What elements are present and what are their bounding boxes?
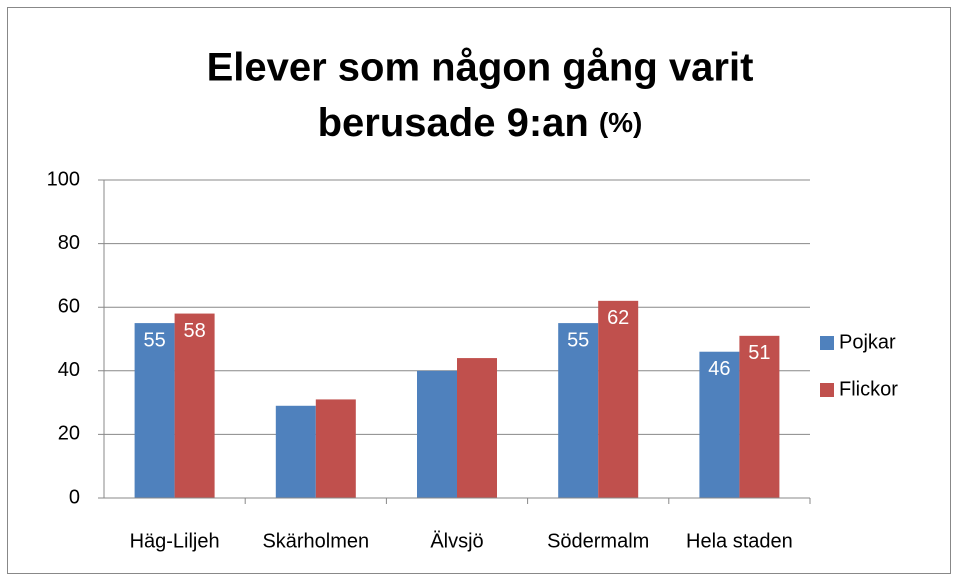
bar <box>699 351 740 498</box>
data-label: 55 <box>143 329 165 351</box>
x-tick-label: Häg-Liljeh <box>130 530 220 552</box>
bar <box>558 323 599 498</box>
data-label: 62 <box>607 307 629 329</box>
bar <box>275 405 316 498</box>
y-tick-label: 60 <box>58 295 80 317</box>
x-tick-label: Skärholmen <box>262 530 369 552</box>
data-label: 55 <box>567 329 589 351</box>
data-label: 51 <box>748 342 770 364</box>
bar <box>598 300 639 498</box>
y-tick-label: 0 <box>69 486 80 508</box>
data-label: 58 <box>183 320 205 342</box>
bar <box>417 370 457 498</box>
chart-title-line: Elever som någon gång varit <box>207 46 754 90</box>
bar <box>457 358 497 498</box>
legend-swatch <box>820 336 834 350</box>
legend-swatch <box>820 383 834 397</box>
bar <box>739 335 780 498</box>
x-tick-label: Hela staden <box>686 530 793 552</box>
y-tick-label: 20 <box>58 423 80 445</box>
y-tick-label: 100 <box>47 168 80 190</box>
legend-label: Pojkar <box>839 331 896 353</box>
chart-title: berusade 9:an (%) <box>318 101 643 145</box>
y-tick-label: 80 <box>58 232 80 254</box>
data-label: 46 <box>708 358 730 380</box>
bar <box>174 313 215 498</box>
chart-title-unit: (%) <box>599 107 643 138</box>
x-tick-label: Älvsjö <box>430 530 483 552</box>
x-tick-label: Södermalm <box>547 530 649 552</box>
chart-title-line: berusade 9:an <box>318 101 589 145</box>
bar <box>315 399 356 498</box>
y-tick-label: 40 <box>58 359 80 381</box>
bar <box>134 323 175 498</box>
legend-label: Flickor <box>839 378 898 400</box>
